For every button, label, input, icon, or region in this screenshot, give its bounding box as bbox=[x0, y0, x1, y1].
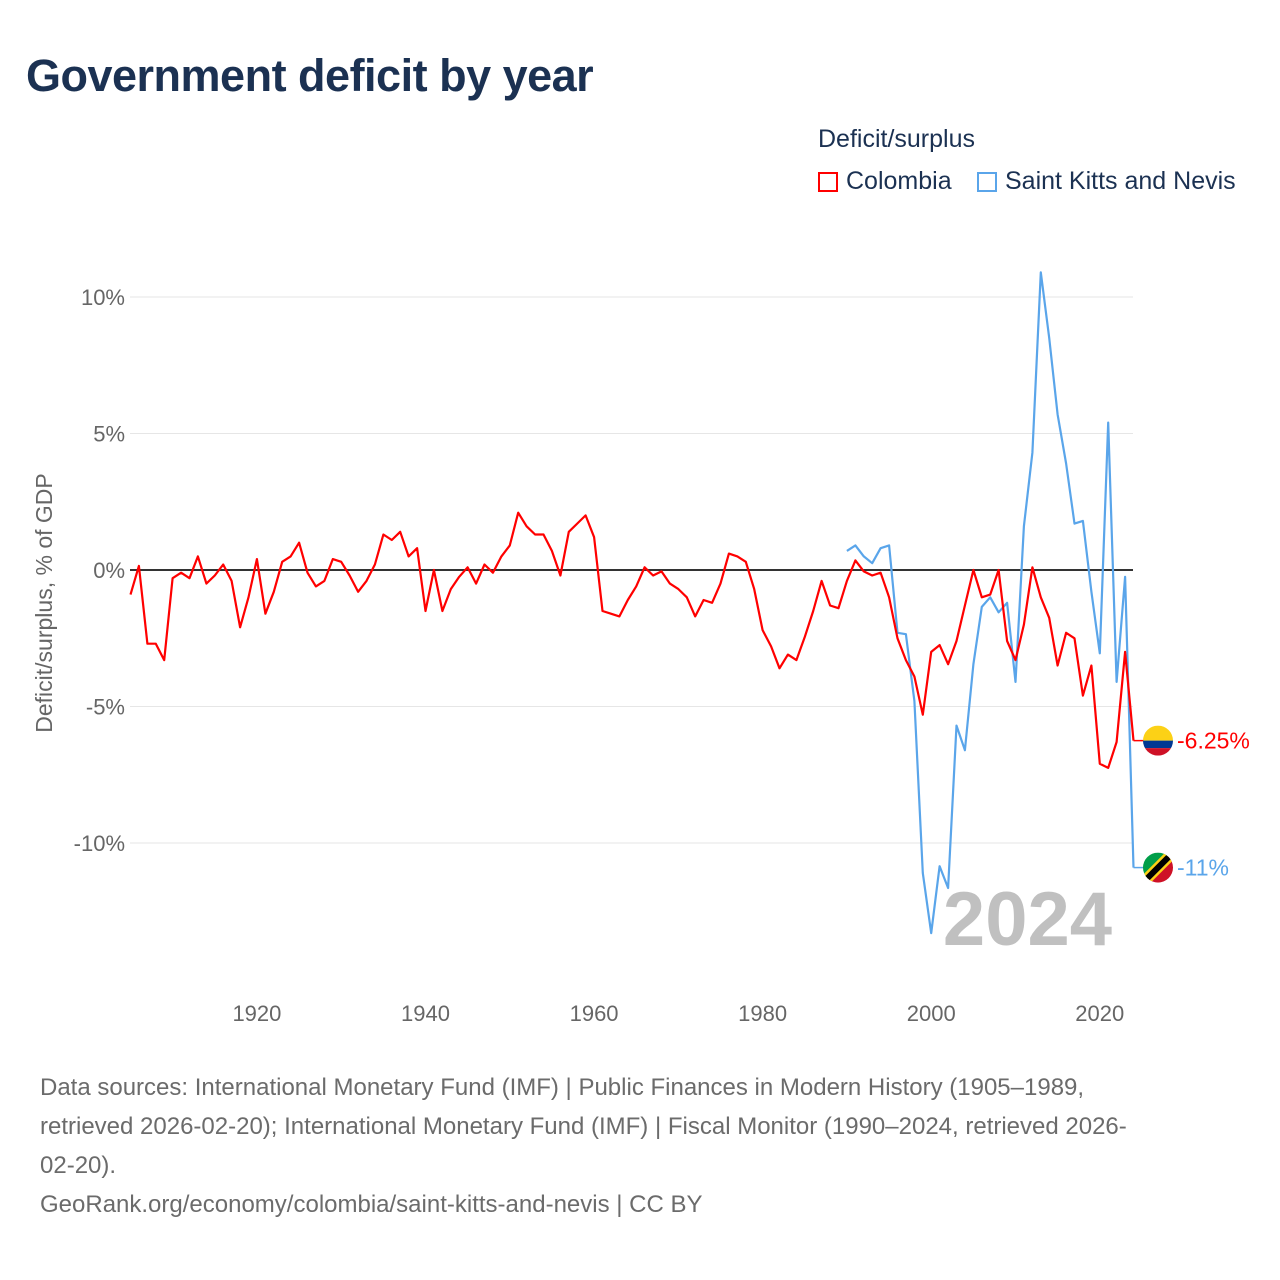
end-value-label: -11% bbox=[1177, 855, 1229, 881]
x-tick-label: 1980 bbox=[738, 1001, 787, 1026]
legend-item-saint-kitts-and-nevis[interactable]: Saint Kitts and Nevis bbox=[977, 167, 1236, 196]
year-watermark: 2024 bbox=[943, 877, 1112, 962]
legend-label: Colombia bbox=[846, 167, 952, 195]
y-tick-label: -5% bbox=[86, 695, 125, 720]
y-axis-label: Deficit/surplus, % of GDP bbox=[31, 473, 57, 732]
legend-title: Deficit/surplus bbox=[818, 125, 975, 153]
footer-sources: Data sources: International Monetary Fun… bbox=[40, 1068, 1260, 1224]
legend-swatch-icon bbox=[977, 171, 997, 192]
x-tick-label: 1960 bbox=[570, 1001, 619, 1026]
series-line-saint-kitts-and-nevis bbox=[846, 271, 1135, 935]
page-title: Government deficit by year bbox=[26, 50, 594, 101]
x-tick-label: 1940 bbox=[401, 1001, 450, 1026]
y-tick-label: 10% bbox=[81, 285, 125, 310]
legend-item-colombia[interactable]: Colombia bbox=[818, 167, 952, 196]
footer-link[interactable]: GeoRank.org/economy/colombia/saint-kitts… bbox=[40, 1191, 703, 1218]
flag-blue bbox=[1143, 740, 1173, 749]
colombia-flag-icon bbox=[1143, 725, 1173, 756]
y-tick-label: 5% bbox=[93, 422, 125, 447]
footer-line: Data sources: International Monetary Fun… bbox=[40, 1074, 1085, 1101]
legend-swatch-icon bbox=[818, 171, 838, 192]
flag-yellow bbox=[1143, 725, 1173, 741]
series-line-colombia bbox=[129, 511, 1135, 770]
legend-label: Saint Kitts and Nevis bbox=[1005, 167, 1236, 195]
flag bbox=[1143, 725, 1173, 756]
x-tick-label: 2000 bbox=[907, 1001, 956, 1026]
flag-red bbox=[1143, 748, 1173, 756]
flag bbox=[1143, 852, 1173, 883]
footer-line: retrieved 2026-02-20); International Mon… bbox=[40, 1113, 1127, 1140]
x-tick-label: 2020 bbox=[1075, 1001, 1124, 1026]
footer-line: 02-20). bbox=[40, 1152, 117, 1179]
x-tick-label: 1920 bbox=[232, 1001, 281, 1026]
end-value-label: -6.25% bbox=[1177, 728, 1250, 754]
y-tick-label: 0% bbox=[93, 558, 125, 583]
saint-kitts-and-nevis-flag-icon bbox=[1143, 852, 1173, 883]
y-tick-label: -10% bbox=[74, 831, 125, 856]
